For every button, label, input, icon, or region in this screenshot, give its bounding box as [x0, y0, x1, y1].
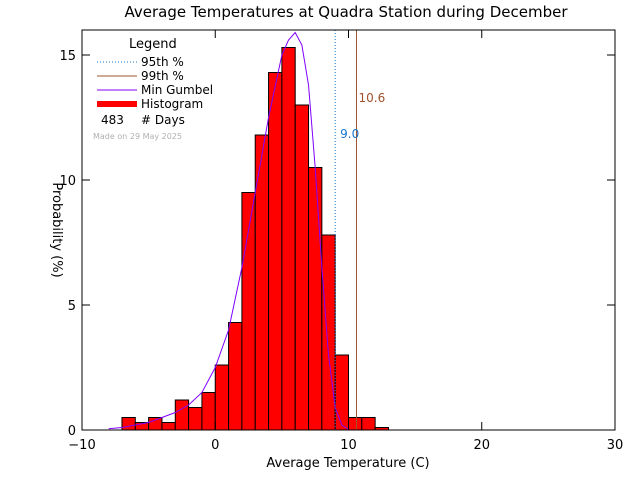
x-tick-label: 0 — [211, 438, 219, 453]
x-tick-label: 20 — [473, 438, 490, 453]
histogram-bar — [294, 104, 310, 431]
gumbel-curve — [108, 31, 349, 430]
y-tick-label: 15 — [59, 49, 76, 64]
histogram-bar — [214, 364, 230, 431]
histogram-bar — [268, 72, 283, 431]
legend-title: Legend — [129, 37, 177, 52]
histogram-bar — [348, 417, 363, 431]
legend-label-95th: 95th % — [141, 55, 184, 69]
x-tick-label: −10 — [68, 438, 95, 453]
histogram-bar — [334, 354, 349, 431]
legend-days-count: 483 — [101, 113, 124, 127]
y-axis-label: Probability (%) — [49, 182, 64, 277]
made-on-note: Made on 29 May 2025 — [93, 132, 182, 141]
y-tick-label: 10 — [59, 174, 76, 189]
histogram-bar — [148, 417, 163, 431]
histogram-bar — [201, 392, 216, 431]
p99-value-label: 10.6 — [358, 91, 385, 105]
x-tick-label: 30 — [607, 438, 624, 453]
y-tick-label: 5 — [68, 299, 76, 314]
x-axis-label: Average Temperature (C) — [266, 456, 429, 471]
legend-label-99th: 99th % — [141, 69, 184, 83]
histogram-bar — [161, 422, 176, 431]
histogram-bar — [121, 417, 136, 431]
x-tick-label: 10 — [340, 438, 357, 453]
histogram-bar — [281, 47, 296, 431]
legend: Legend 95th % 99th % Min Gumbel Histogra… — [93, 37, 213, 141]
y-axis-ticks: 0 5 10 15 — [59, 49, 615, 439]
legend-label-gumbel: Min Gumbel — [141, 83, 213, 97]
histogram-bar — [174, 399, 190, 431]
histogram-bar — [361, 417, 376, 431]
histogram-bar — [188, 407, 203, 431]
histogram-bar — [321, 234, 336, 431]
y-tick-label: 0 — [68, 424, 76, 439]
chart-title: Average Temperatures at Quadra Station d… — [125, 3, 569, 21]
plot-area — [108, 30, 389, 431]
legend-days-label: # Days — [141, 113, 185, 127]
x-axis-ticks: −10 0 10 20 30 — [68, 30, 623, 453]
p95-value-label: 9.0 — [340, 127, 359, 141]
histogram-bar — [228, 322, 243, 431]
histogram-bar — [308, 167, 323, 431]
legend-label-histogram: Histogram — [141, 97, 203, 111]
